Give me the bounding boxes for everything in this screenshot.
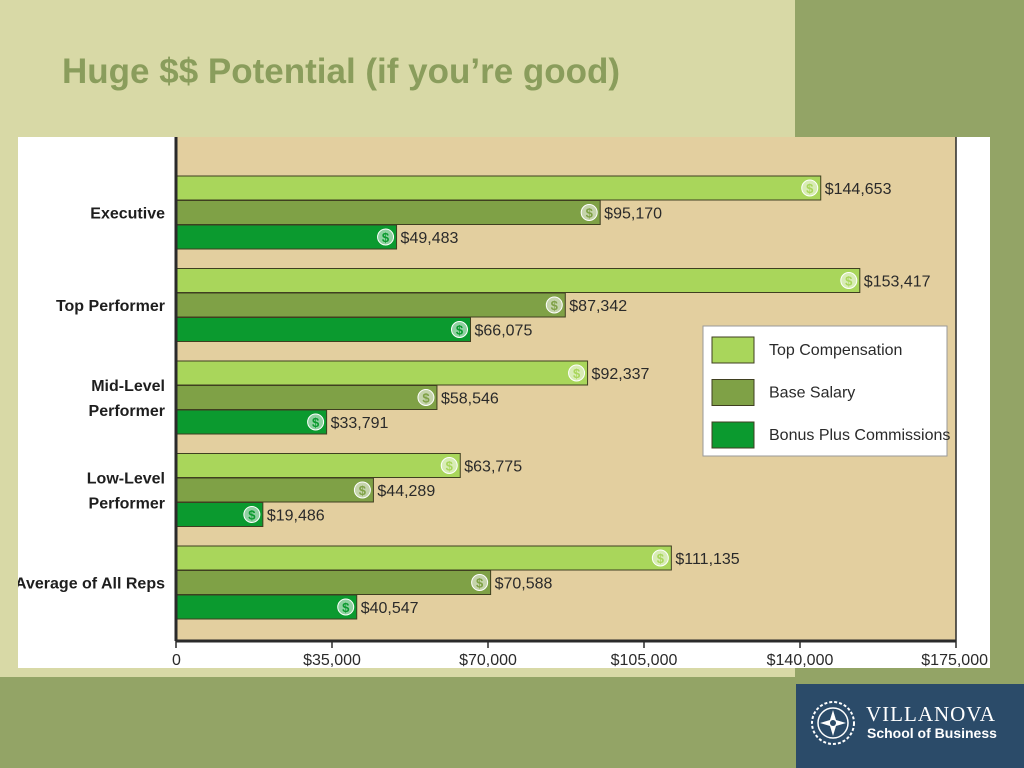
data-label: $153,417: [864, 274, 931, 291]
x-tick-label: $105,000: [611, 652, 678, 668]
bar: [175, 224, 398, 250]
dollar-coin-icon: [840, 272, 858, 289]
data-label: $92,337: [592, 366, 650, 383]
bar: [175, 545, 672, 571]
bar-chart: Executive $ $144,653 $ $95,170 $ $49,483 Top Pe…: [18, 137, 988, 668]
bar: [175, 317, 472, 342]
dollar-coin-glyph: $: [586, 206, 594, 221]
dollar-coin-glyph: $: [248, 508, 256, 523]
data-label: $87,342: [569, 298, 627, 315]
bar: [175, 453, 461, 478]
bar: [175, 360, 589, 386]
dollar-coin-glyph: $: [456, 323, 464, 338]
legend-label: Top Compensation: [769, 342, 902, 359]
dollar-coin-icon: [307, 413, 325, 431]
bar: [175, 385, 438, 410]
slide-title: Huge $$ Potential (if you’re good): [62, 52, 621, 91]
x-tick-label: $175,000: [921, 652, 988, 668]
dollar-coin-icon: [417, 389, 435, 406]
dollar-coin-glyph: $: [382, 230, 390, 245]
x-tick-label: $35,000: [303, 652, 361, 668]
data-label: $40,547: [361, 600, 419, 617]
legend-label: Base Salary: [769, 385, 855, 402]
dollar-coin-icon: [243, 506, 261, 523]
category-label: Mid-Level: [91, 378, 165, 395]
x-tick-label: $70,000: [459, 652, 517, 668]
dollar-coin-glyph: $: [551, 298, 559, 313]
data-label: $111,135: [675, 551, 739, 568]
bar: [175, 477, 374, 503]
category-label: Executive: [90, 206, 165, 223]
dollar-coin-glyph: $: [359, 483, 367, 498]
dollar-coin-glyph: $: [422, 391, 430, 406]
bar: [175, 268, 861, 293]
bar: [175, 594, 358, 620]
category-label: Average of All Reps: [18, 576, 165, 593]
dollar-coin-icon: [471, 574, 489, 591]
logo-school-name: School of Business: [867, 725, 997, 741]
dollar-coin-glyph: $: [312, 415, 320, 430]
bar: [175, 409, 328, 435]
dollar-coin-icon: [451, 321, 469, 338]
bar: [175, 200, 601, 225]
dollar-coin-icon: [580, 204, 598, 221]
dollar-coin-icon: [377, 228, 395, 246]
data-label: $58,546: [441, 391, 499, 408]
chart-panel: Executive $ $144,653 $ $95,170 $ $49,483 Top Pe…: [18, 137, 990, 668]
legend-swatch: [711, 336, 755, 364]
dollar-coin-icon: [337, 598, 355, 616]
dollar-coin-glyph: $: [573, 366, 581, 381]
dollar-coin-glyph: $: [446, 459, 454, 474]
dollar-coin-icon: [651, 549, 669, 567]
university-seal-icon: [811, 701, 855, 745]
legend-swatch: [711, 379, 755, 406]
category-label: Performer: [89, 403, 165, 420]
category-label: Top Performer: [56, 298, 165, 315]
dollar-coin-icon: [568, 364, 586, 382]
x-tick-label: $140,000: [767, 652, 834, 668]
bar: [175, 175, 822, 201]
data-label: $19,486: [267, 508, 325, 525]
x-tick-label: 0: [172, 652, 181, 668]
data-label: $33,791: [331, 415, 389, 432]
dollar-coin-glyph: $: [342, 600, 350, 615]
dollar-coin-icon: [545, 296, 563, 314]
data-label: $95,170: [604, 206, 662, 223]
bar: [175, 570, 492, 595]
data-label: $70,588: [495, 576, 553, 593]
logo-university-name: VILLANOVA: [866, 702, 996, 726]
dollar-coin-glyph: $: [476, 576, 484, 591]
dollar-coin-icon: [801, 179, 819, 197]
data-label: $49,483: [401, 230, 459, 247]
dollar-coin-icon: [353, 481, 371, 499]
dollar-coin-icon: [440, 457, 458, 474]
legend-label: Bonus Plus Commissions: [769, 427, 950, 444]
data-label: $66,075: [475, 323, 533, 340]
villanova-logo: VILLANOVA School of Business: [796, 684, 1024, 768]
bar: [175, 292, 566, 318]
data-label: $144,653: [825, 181, 892, 198]
legend-swatch: [711, 421, 755, 449]
category-label: Performer: [89, 496, 165, 513]
data-label: $63,775: [464, 459, 522, 476]
dollar-coin-glyph: $: [845, 274, 853, 289]
dollar-coin-glyph: $: [657, 551, 665, 566]
data-label: $44,289: [377, 483, 435, 500]
dollar-coin-glyph: $: [806, 181, 814, 196]
category-label: Low-Level: [87, 471, 165, 488]
